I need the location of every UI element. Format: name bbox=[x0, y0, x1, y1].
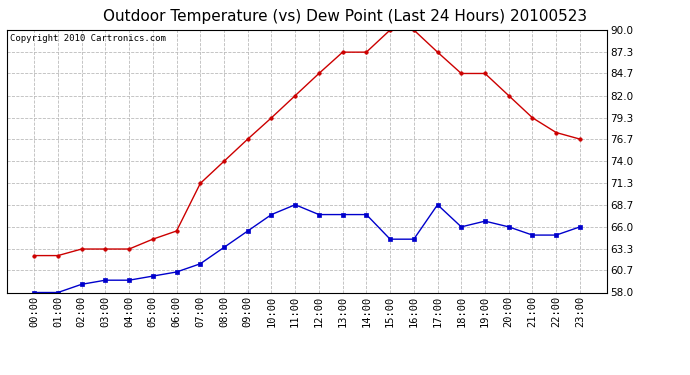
Text: Outdoor Temperature (vs) Dew Point (Last 24 Hours) 20100523: Outdoor Temperature (vs) Dew Point (Last… bbox=[103, 9, 587, 24]
Text: Copyright 2010 Cartronics.com: Copyright 2010 Cartronics.com bbox=[10, 34, 166, 43]
